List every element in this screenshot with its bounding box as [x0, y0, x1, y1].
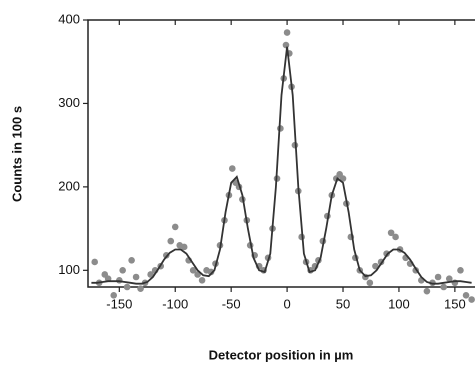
- data-point: [228, 165, 236, 172]
- data-point: [189, 267, 197, 274]
- x-axis-label: Detector position in µm: [209, 347, 354, 362]
- data-point: [110, 292, 118, 299]
- x-tick-label: -50: [222, 296, 241, 311]
- y-axis-label: Counts in 100 s: [9, 106, 24, 202]
- data-point: [132, 273, 140, 281]
- data-point: [434, 273, 442, 281]
- data-point: [137, 285, 144, 292]
- x-tick-label: 0: [283, 296, 290, 311]
- data-point: [457, 267, 464, 274]
- data-point: [167, 237, 175, 245]
- data-point: [282, 41, 290, 49]
- x-tick-label: 100: [388, 296, 410, 311]
- y-tick-label: 200: [58, 178, 80, 193]
- data-point: [207, 268, 215, 276]
- data-point: [392, 233, 399, 241]
- data-point: [119, 267, 126, 274]
- data-point: [91, 258, 99, 266]
- y-tick-label: 100: [58, 262, 80, 277]
- data-point: [440, 283, 447, 291]
- data-point: [147, 271, 154, 278]
- data-point: [366, 279, 374, 287]
- data-point: [468, 296, 475, 303]
- fit-line: [91, 46, 472, 285]
- data-point: [128, 257, 135, 264]
- x-tick-label: 50: [336, 296, 350, 311]
- data-point: [171, 223, 179, 231]
- data-point: [372, 262, 379, 270]
- data-point: [445, 275, 453, 282]
- data-point: [198, 277, 206, 284]
- data-point: [423, 287, 431, 295]
- axis-frame: [87, 19, 475, 288]
- data-point: [383, 250, 390, 257]
- data-point: [283, 29, 291, 36]
- x-tick-label: 150: [444, 296, 466, 311]
- data-point: [123, 283, 131, 291]
- y-tick-label: 300: [58, 95, 80, 110]
- y-tick-label: 400: [58, 11, 80, 26]
- data-point: [180, 243, 188, 251]
- data-point: [339, 175, 347, 182]
- data-point: [462, 292, 470, 299]
- x-tick-label: -100: [162, 296, 188, 311]
- x-tick-label: -150: [106, 296, 132, 311]
- data-point: [387, 229, 395, 237]
